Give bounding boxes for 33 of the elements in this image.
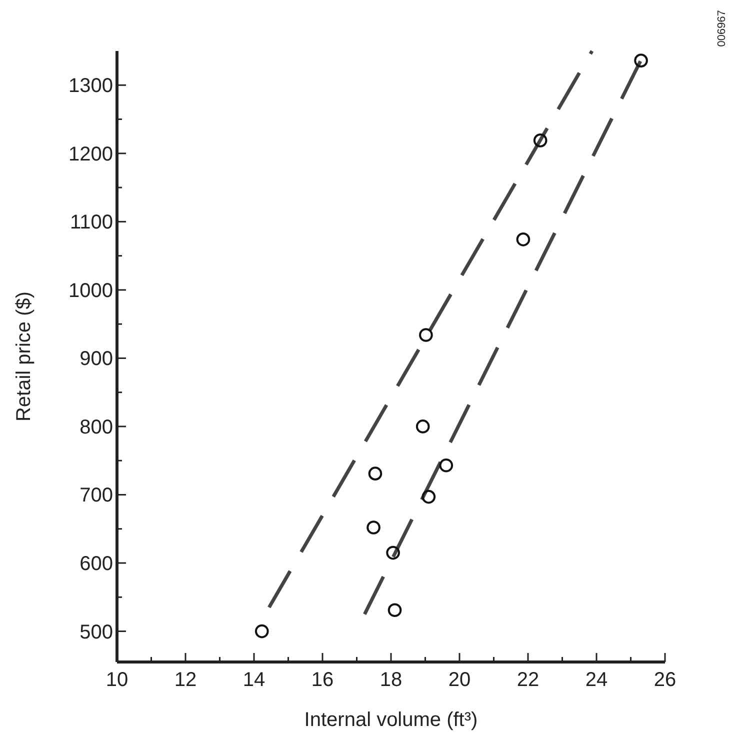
y-tick-label: 700 bbox=[80, 484, 113, 507]
point bbox=[516, 232, 530, 246]
point bbox=[368, 466, 382, 480]
y-tick-label: 1200 bbox=[68, 143, 113, 166]
point bbox=[366, 520, 380, 534]
x-tick-label: 20 bbox=[448, 669, 471, 691]
x-tick-label: 12 bbox=[174, 669, 197, 691]
y-tick-label: 500 bbox=[80, 621, 113, 644]
x-tick-label: 24 bbox=[585, 669, 608, 691]
y-tick-label: 1100 bbox=[70, 212, 113, 234]
x-tick-label: 26 bbox=[654, 669, 676, 691]
y-tick-label: 1000 bbox=[68, 280, 113, 302]
y-tick-label: 1300 bbox=[68, 75, 113, 98]
point bbox=[419, 328, 433, 342]
x-tick-label: 10 bbox=[106, 669, 128, 691]
point bbox=[386, 546, 400, 560]
point bbox=[422, 490, 436, 504]
y-tick-label: 600 bbox=[80, 553, 113, 576]
point bbox=[533, 134, 548, 148]
x-tick-label: 22 bbox=[516, 669, 540, 691]
y-tick-label: 800 bbox=[80, 416, 113, 438]
point bbox=[388, 603, 402, 618]
x-axis-title: Internal volume (ft³) bbox=[304, 709, 478, 731]
y-tick-label: 900 bbox=[80, 348, 113, 370]
x-tick-label: 16 bbox=[311, 669, 334, 691]
point bbox=[634, 54, 648, 68]
text: 006967 bbox=[716, 10, 728, 47]
y-axis-title: Retail price ($) bbox=[13, 291, 35, 422]
x-tick-label: 18 bbox=[380, 669, 402, 691]
point bbox=[254, 624, 269, 638]
point bbox=[416, 420, 430, 434]
point bbox=[439, 458, 454, 472]
x-tick-label: 14 bbox=[242, 669, 266, 691]
